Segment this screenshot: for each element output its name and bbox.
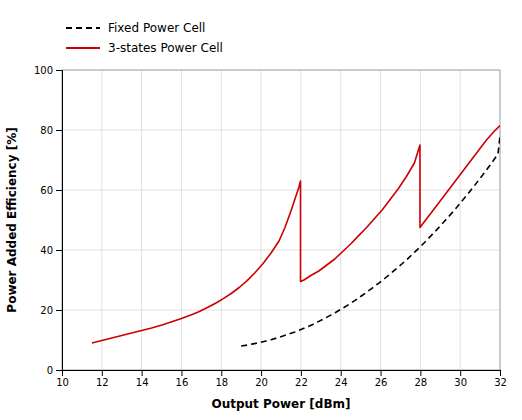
tick-label: 18 — [215, 377, 228, 388]
tick: 14 — [136, 370, 149, 388]
x-axis-title: Output Power [dBm] — [211, 397, 350, 411]
tick: 26 — [375, 370, 388, 388]
tick: 0 — [47, 365, 62, 376]
legend: Fixed Power Cell 3-states Power Cell — [66, 21, 223, 55]
chart: 10 12 14 16 18 20 22 24 26 28 30 32 0 20 40 60 80 100 Outp… — [0, 0, 522, 420]
tick: 20 — [255, 370, 268, 388]
tick-mark — [56, 130, 62, 131]
tick: 80 — [40, 125, 62, 136]
grid-line — [62, 190, 500, 191]
tick-label: 16 — [176, 377, 189, 388]
tick-label: 60 — [40, 185, 53, 196]
grid-line — [62, 130, 500, 131]
grid-line — [460, 70, 461, 370]
tick: 60 — [40, 185, 62, 196]
data-layer — [92, 126, 500, 347]
tick-mark — [221, 370, 222, 376]
grid-line — [101, 70, 102, 370]
tick-label: 20 — [40, 305, 53, 316]
tick-mark — [341, 370, 342, 376]
tick-mark — [181, 370, 182, 376]
tick-label: 28 — [414, 377, 427, 388]
tick-label: 22 — [295, 377, 308, 388]
tick: 30 — [454, 370, 467, 388]
tick: 20 — [40, 305, 62, 316]
tick-mark — [102, 370, 103, 376]
tick: 40 — [40, 245, 62, 256]
tick-label: 40 — [40, 245, 53, 256]
tick-mark — [142, 370, 143, 376]
tick-mark — [261, 370, 262, 376]
grid-line — [62, 310, 500, 311]
tick: 10 — [56, 370, 69, 388]
tick-label: 14 — [136, 377, 149, 388]
grid-line — [380, 70, 381, 370]
tick: 22 — [295, 370, 308, 388]
grid-line — [261, 70, 262, 370]
tick-mark — [460, 370, 461, 376]
tick-mark — [56, 190, 62, 191]
grid-line — [181, 70, 182, 370]
grid-line — [62, 250, 500, 251]
tick-mark — [56, 250, 62, 251]
tick-label: 24 — [335, 377, 348, 388]
tick-mark — [381, 370, 382, 376]
tick-label: 0 — [47, 365, 53, 376]
y-axis-title: Power Added Efficiency [%] — [5, 127, 19, 312]
tick: 100 — [34, 65, 62, 76]
tick: 16 — [176, 370, 189, 388]
tick-mark — [56, 370, 62, 371]
legend-label: Fixed Power Cell — [108, 21, 205, 35]
grid-line — [141, 70, 142, 370]
tick-label: 26 — [375, 377, 388, 388]
plot: 10 12 14 16 18 20 22 24 26 28 30 32 0 20 40 60 80 100 — [34, 65, 507, 388]
plot-frame — [62, 70, 500, 370]
tick-label: 20 — [255, 377, 268, 388]
series-line — [92, 126, 500, 344]
legend-item: 3-states Power Cell — [66, 41, 223, 55]
legend-label: 3-states Power Cell — [108, 41, 223, 55]
grid-line — [340, 70, 341, 370]
tick-label: 30 — [454, 377, 467, 388]
tick: 12 — [96, 370, 109, 388]
tick-mark — [301, 370, 302, 376]
tick: 18 — [215, 370, 228, 388]
tick-mark — [56, 70, 62, 71]
series-line — [241, 136, 500, 346]
tick-label: 12 — [96, 377, 109, 388]
tick-mark — [500, 370, 501, 376]
tick-label: 10 — [56, 377, 69, 388]
tick: 28 — [414, 370, 427, 388]
tick-mark — [420, 370, 421, 376]
legend-swatch — [66, 47, 100, 49]
grid-line — [221, 70, 222, 370]
axis-domain — [63, 371, 501, 377]
tick: 32 — [494, 370, 507, 388]
tick-label: 32 — [494, 377, 507, 388]
tick: 24 — [335, 370, 348, 388]
y-axis: 0 20 40 60 80 100 — [34, 65, 63, 376]
legend-swatch — [66, 27, 100, 29]
tick-mark — [56, 310, 62, 311]
tick-label: 80 — [40, 125, 53, 136]
axis-domain — [56, 71, 63, 371]
legend-item: Fixed Power Cell — [66, 21, 205, 35]
grid — [62, 70, 500, 370]
x-axis: 10 12 14 16 18 20 22 24 26 28 30 32 — [56, 370, 507, 388]
tick-label: 100 — [34, 65, 53, 76]
